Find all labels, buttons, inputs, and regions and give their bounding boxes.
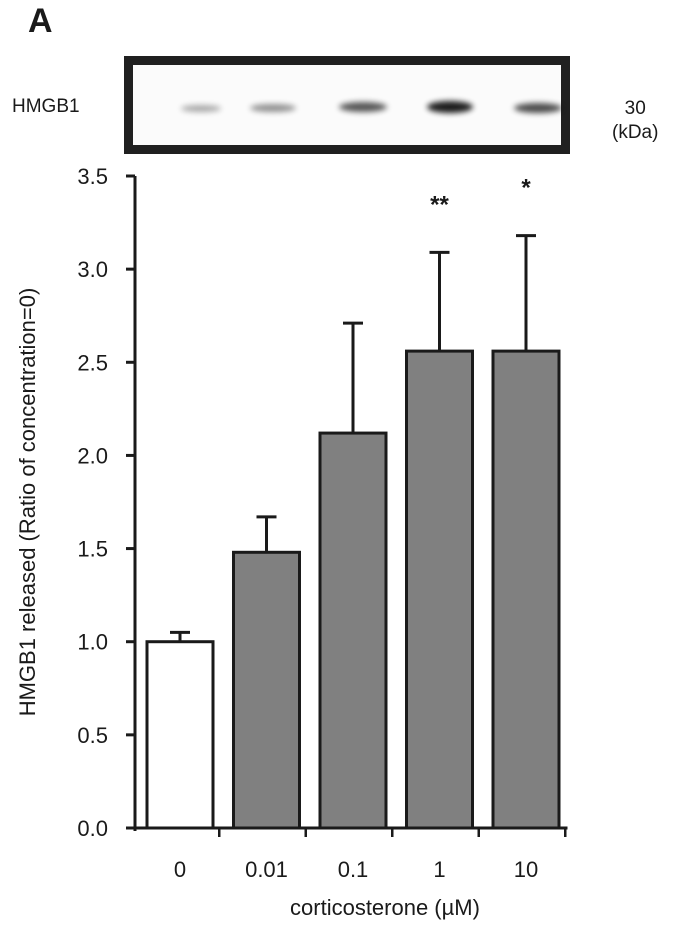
blot-protein-label: HMGB1 xyxy=(12,96,80,117)
x-axis-label: corticosterone (µM) xyxy=(290,895,480,920)
y-tick-label: 0.5 xyxy=(77,723,108,748)
significance-marker: ** xyxy=(430,191,449,218)
x-tick-label: 0.1 xyxy=(338,857,369,882)
y-axis-label: HMGB1 released (Ratio of concentration=0… xyxy=(15,288,40,717)
x-tick-label: 0.01 xyxy=(245,857,288,882)
molecular-weight-marker: 30 (kDa) xyxy=(612,97,658,145)
western-blot-image xyxy=(124,56,570,154)
bar-10 xyxy=(491,349,561,830)
y-tick-label: 0.0 xyxy=(77,816,108,841)
y-axis: 0.0 0.5 1.0 1.5 2.0 2.5 3.0 3.5 xyxy=(77,164,137,841)
blot-band-lane-0.01 xyxy=(250,104,296,112)
y-tick-label: 3.0 xyxy=(77,257,108,282)
blot-band-lane-1 xyxy=(427,101,473,113)
x-tick-label: 0 xyxy=(174,857,186,882)
y-tick-label: 2.5 xyxy=(77,350,108,375)
x-axis: 0 0.01 0.1 1 10 xyxy=(135,826,568,882)
x-tick-label: 10 xyxy=(514,857,538,882)
blot-band-lane-0.1 xyxy=(339,102,387,112)
y-tick-label: 2.0 xyxy=(77,443,108,468)
bar-0.1 xyxy=(318,431,388,830)
mw-value: 30 xyxy=(624,98,646,119)
mw-unit: (kDa) xyxy=(612,122,659,143)
significance-marker: * xyxy=(521,175,531,202)
x-tick-label: 1 xyxy=(433,857,445,882)
y-tick-label: 1.5 xyxy=(77,537,108,562)
bar-0 xyxy=(145,640,215,830)
y-tick-label: 1.0 xyxy=(77,630,108,655)
panel-label: A xyxy=(28,2,53,40)
y-tick-label: 3.5 xyxy=(77,164,108,189)
bar-0.01 xyxy=(232,550,301,830)
blot-band-lane-10 xyxy=(514,103,562,113)
bar-series: *** xyxy=(145,175,561,830)
blot-band-lane-0 xyxy=(181,105,221,112)
bar-1 xyxy=(405,349,474,830)
